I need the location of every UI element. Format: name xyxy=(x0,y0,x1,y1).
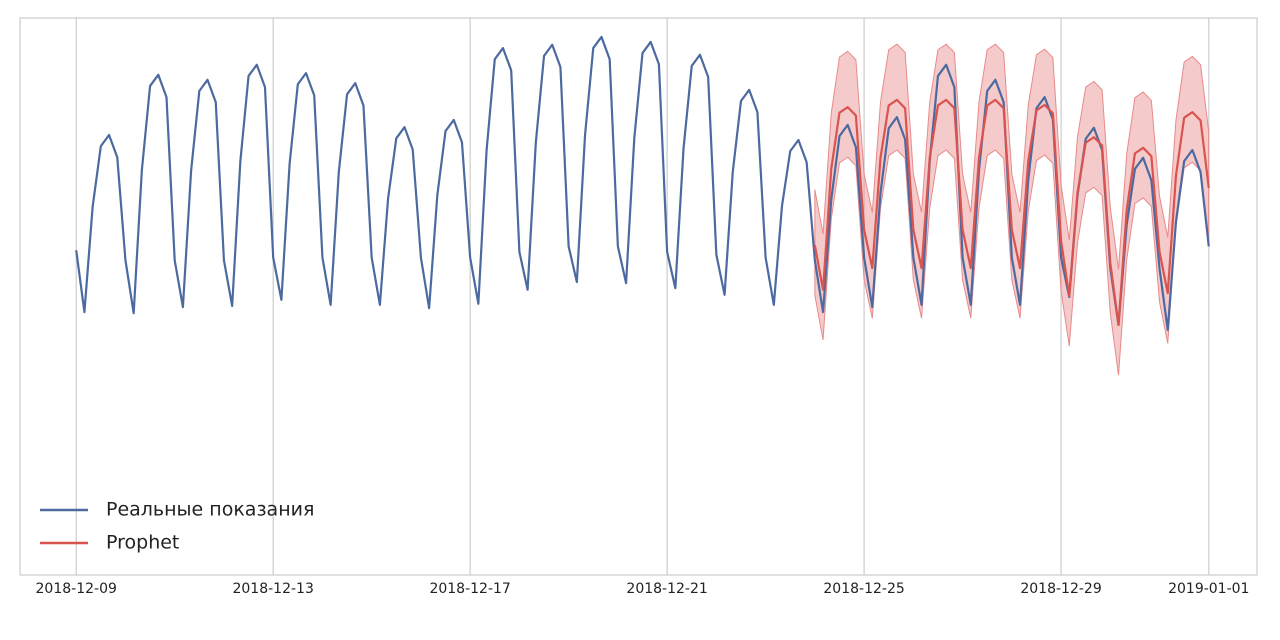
x-tick-label: 2018-12-13 xyxy=(232,581,313,597)
legend: Реальные показания Prophet xyxy=(40,499,314,554)
grid: 2018-12-09 2018-12-13 2018-12-17 2018-12-21… xyxy=(36,18,1249,597)
legend-label: Prophet xyxy=(106,532,179,554)
x-tick-label: 2018-12-09 xyxy=(36,581,117,597)
x-tick-label: 2018-12-17 xyxy=(429,581,510,597)
x-tick-label: 2018-12-25 xyxy=(823,581,904,597)
legend-label: Реальные показания xyxy=(106,499,314,521)
series-line xyxy=(75,35,1210,332)
x-tick-label: 2019-01-01 xyxy=(1168,581,1249,597)
x-tick-label: 2018-12-21 xyxy=(626,581,707,597)
series-line xyxy=(813,98,1210,327)
x-tick-label: 2018-12-29 xyxy=(1020,581,1101,597)
marks xyxy=(75,35,1210,376)
